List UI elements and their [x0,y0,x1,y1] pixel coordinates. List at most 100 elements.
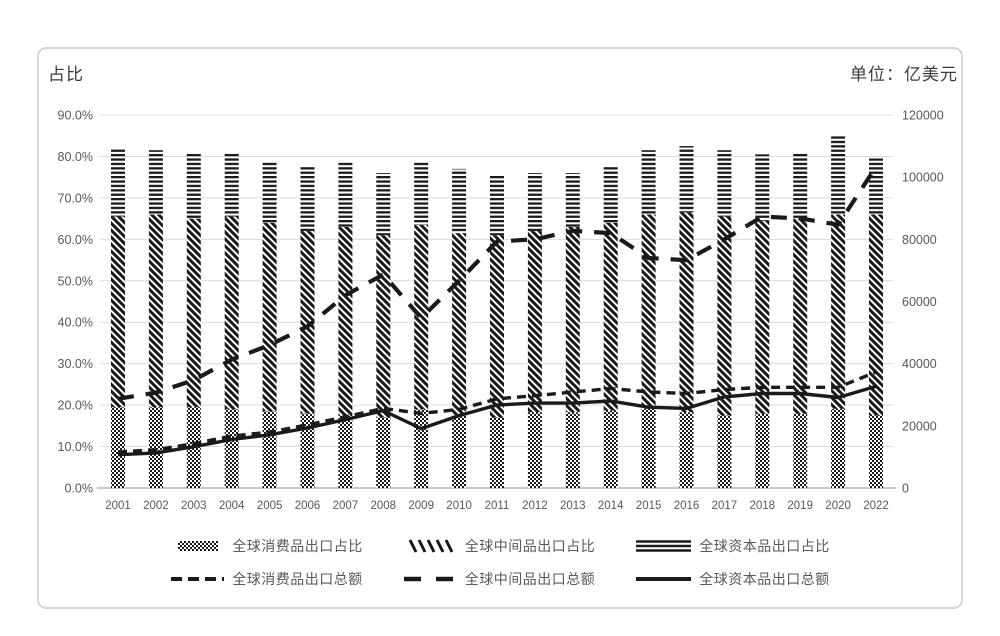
x-axis-tick-label: 2009 [408,500,434,512]
legend-label: 全球资本品出口总额 [699,571,830,587]
x-axis-tick-label: 2007 [333,500,359,512]
bar-segment-diagonal-stripes [490,235,504,418]
x-axis-tick-label: 2002 [143,500,169,512]
x-axis-tick-label: 2022 [863,500,889,512]
bar-segment-diagonal-stripes [831,214,846,409]
left-axis-title: 占比 [48,65,84,84]
legend-row-totals: 全球消费品出口总额 全球中间品出口总额 全球资本品出口总额 [0,569,1000,589]
bar-segment-crosshatch [148,407,163,488]
legend-label: 全球消费品出口总额 [232,571,363,587]
bar-segment-diagonal-stripes [527,231,542,413]
y-axis-tick-label: 50.0% [58,274,93,288]
x-axis-tick-label: 2017 [712,500,738,512]
x-axis-tick-label: 2005 [257,500,283,512]
bar-segment-diagonal-stripes [755,220,770,414]
bar-segment-diagonal-stripes [414,224,429,410]
x-axis-tick-label: 2011 [485,500,510,512]
short-dash-line-swatch-icon [171,577,225,581]
y2-axis-tick-label: 80000 [902,233,937,247]
solid-line-swatch-icon [636,577,692,581]
legend-item-capital-share: 全球资本品出口占比 [635,536,830,556]
y-axis-tick-label: 0.0% [65,482,94,496]
bar-segment-crosshatch [603,410,618,488]
bar-segment-diagonal-stripes [338,226,353,416]
y-axis-tick-label: 10.0% [58,440,93,454]
bar-segment-crosshatch [111,407,125,488]
bar-segment-horizontal-stripes [186,152,201,219]
bar-segment-horizontal-stripes [452,168,467,234]
bar-segment-diagonal-stripes [262,222,277,412]
x-axis-tick-label: 2004 [219,500,245,512]
bar-segment-diagonal-stripes [224,216,239,410]
bar-segment-crosshatch [755,413,770,488]
bar-segment-diagonal-stripes [148,214,163,408]
y-axis-tick-label: 20.0% [58,399,93,413]
bar-segment-crosshatch [679,412,694,488]
legend-row-shares: 全球消费品出口占比 全球中间品出口占比 全球资本品出口占比 [0,536,1000,556]
y2-axis-tick-label: 120000 [902,109,944,123]
bar-segment-horizontal-stripes [641,150,656,215]
x-axis-tick-label: 2016 [674,500,700,512]
bar-segment-horizontal-stripes [111,148,125,217]
bar-segment-crosshatch [793,413,808,488]
legend-label: 全球中间品出口占比 [464,538,596,554]
bar-segment-crosshatch [262,411,277,488]
legend-item-intermediate-share: 全球中间品出口占比 [403,536,596,556]
legend-label: 全球中间品出口总额 [464,571,596,587]
bar-segment-horizontal-stripes [376,173,391,236]
y2-axis-tick-label: 20000 [902,419,937,433]
x-axis-tick-label: 2018 [750,500,776,512]
y2-axis-tick-label: 0 [902,482,909,496]
y-axis-tick-label: 30.0% [58,357,93,371]
bar-segment-diagonal-stripes [565,226,580,413]
bar-segment-diagonal-stripes [793,218,808,414]
x-axis-tick-label: 2006 [295,500,321,512]
bar-segment-horizontal-stripes [565,173,580,227]
horizontal-stripes-swatch-icon [636,540,692,552]
bar-segment-crosshatch [490,417,504,488]
bar-segment-crosshatch [224,409,239,488]
x-axis-tick-label: 2001 [105,500,131,512]
y-axis-tick-label: 90.0% [58,109,93,123]
bar-segment-crosshatch [869,415,883,488]
bar-segment-horizontal-stripes [603,166,618,223]
line-series-solid [117,384,877,457]
y-axis-tick-label: 80.0% [58,150,93,164]
bar-segment-horizontal-stripes [148,150,163,215]
x-axis-tick-label: 2008 [371,500,397,512]
bar-segment-diagonal-stripes [186,218,201,408]
x-axis-tick-label: 2014 [598,500,624,512]
bar-segment-crosshatch [376,417,391,488]
bar-segment-horizontal-stripes [755,154,770,221]
bar-segment-horizontal-stripes [793,152,808,219]
x-axis-tick-label: 2015 [636,500,662,512]
bar-segment-horizontal-stripes [869,158,883,215]
long-dash-line-swatch-icon [403,576,457,582]
bar-segment-crosshatch [414,409,429,488]
bar-segment-horizontal-stripes [224,152,239,217]
bar-segment-crosshatch [527,412,542,488]
bar-segment-horizontal-stripes [300,166,315,232]
legend-label: 全球资本品出口占比 [699,538,830,554]
bar-segment-diagonal-stripes [641,214,656,409]
right-axis-title: 单位：亿美元 [850,65,958,84]
legend-item-consumer-share: 全球消费品出口占比 [170,536,363,556]
x-axis-tick-label: 2003 [181,500,207,512]
y2-axis-tick-label: 100000 [902,171,944,185]
bar-segment-crosshatch [452,415,467,488]
legend-item-intermediate-total: 全球中间品出口总额 [403,569,596,589]
bar-segment-crosshatch [831,408,846,488]
y2-axis-tick-label: 60000 [902,295,937,309]
bar-segment-diagonal-stripes [603,222,618,411]
bar-segment-diagonal-stripes [111,216,125,408]
y-axis-tick-label: 70.0% [58,191,93,205]
bar-segment-crosshatch [565,412,580,488]
x-axis-tick-label: 2012 [522,500,548,512]
crosshatch-swatch-icon [178,541,219,551]
x-axis-tick-label: 2013 [560,500,586,512]
bar-segment-crosshatch [338,415,353,488]
x-axis-tick-label: 2020 [825,500,851,512]
bar-segment-diagonal-stripes [679,212,694,413]
bar-segment-horizontal-stripes [338,162,353,227]
